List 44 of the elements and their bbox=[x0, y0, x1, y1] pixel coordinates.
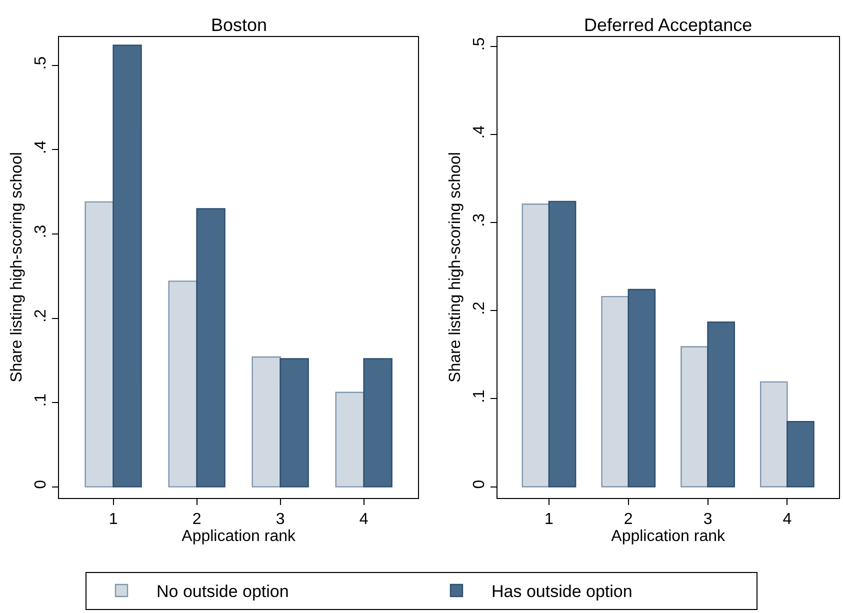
y-tick-label: .3 bbox=[470, 213, 488, 227]
bar bbox=[628, 288, 656, 488]
x-axis-title: Application rank bbox=[611, 528, 726, 545]
y-tick-label: 0 bbox=[32, 480, 50, 489]
y-tick-label: .1 bbox=[32, 393, 50, 407]
bar bbox=[548, 200, 576, 488]
bar bbox=[707, 321, 735, 488]
y-tick-label: .4 bbox=[470, 125, 488, 139]
bar bbox=[84, 201, 114, 488]
bar bbox=[280, 358, 309, 488]
bar bbox=[786, 420, 814, 488]
x-tick-label: 1 bbox=[544, 510, 554, 528]
y-axis-title: Share listing high-scoring school bbox=[8, 152, 26, 382]
y-axis-title: Share listing high-scoring school bbox=[446, 152, 464, 382]
x-axis-title: Application rank bbox=[182, 528, 296, 545]
x-tick-label: 3 bbox=[276, 510, 285, 528]
bar bbox=[363, 358, 392, 488]
y-tick-label: .5 bbox=[32, 56, 50, 70]
bar bbox=[252, 356, 281, 488]
bar bbox=[680, 346, 708, 488]
y-tick-label: .2 bbox=[470, 301, 488, 315]
x-tick-label: 2 bbox=[624, 510, 633, 528]
legend-label: Has outside option bbox=[492, 582, 632, 602]
bar bbox=[112, 44, 142, 488]
x-tick-label: 4 bbox=[782, 510, 792, 528]
bar bbox=[168, 280, 198, 488]
bar bbox=[335, 392, 364, 488]
legend-label: No outside option bbox=[156, 582, 289, 602]
x-tick-label: 1 bbox=[108, 510, 118, 528]
y-tick-label: .4 bbox=[32, 140, 50, 154]
bar bbox=[760, 381, 788, 488]
chart-title: Deferred Acceptance bbox=[584, 15, 752, 35]
bar bbox=[196, 208, 226, 488]
y-tick-label: .2 bbox=[32, 309, 50, 323]
bar bbox=[522, 203, 550, 488]
x-tick-label: 4 bbox=[359, 510, 368, 528]
y-tick-label: 0 bbox=[470, 480, 488, 489]
x-tick-label: 2 bbox=[192, 510, 202, 528]
y-tick-label: .1 bbox=[470, 390, 488, 403]
y-tick-label: .5 bbox=[470, 37, 488, 51]
x-tick-label: 3 bbox=[703, 510, 712, 528]
bar bbox=[601, 296, 629, 488]
y-tick-label: .3 bbox=[32, 224, 50, 238]
chart-title: Boston bbox=[211, 15, 268, 35]
